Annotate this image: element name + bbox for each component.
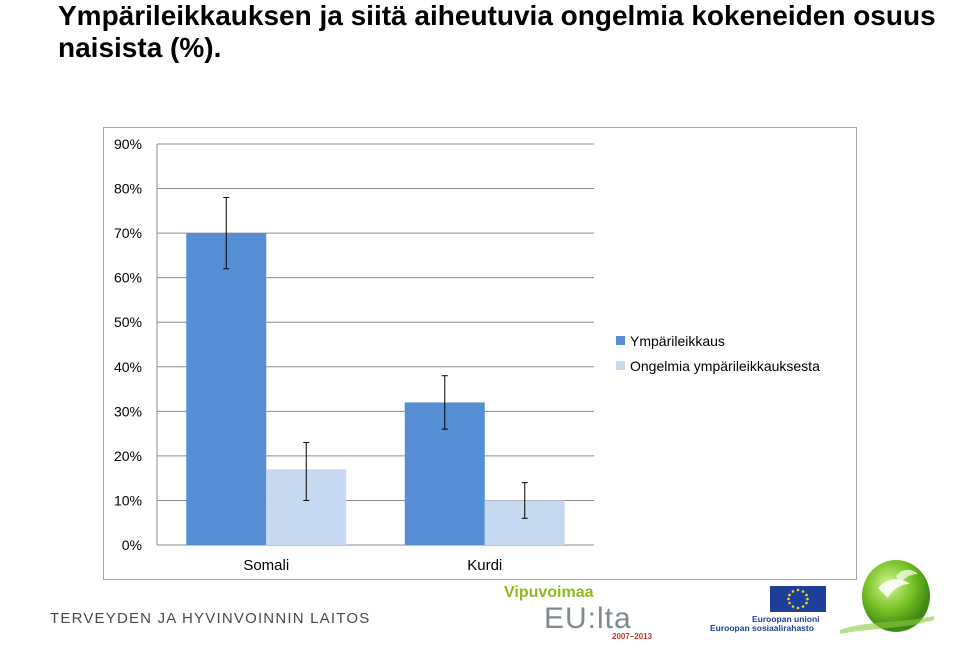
eulta-text: EU:lta (544, 602, 632, 635)
x-category-label: Somali (243, 557, 289, 574)
y-tick-label: 10% (114, 492, 142, 508)
y-tick-label: 60% (114, 270, 142, 286)
legend-label: Ongelmia ympärileikkauksesta (630, 358, 820, 374)
bar (186, 233, 267, 545)
bars-layer (186, 233, 565, 545)
y-tick-label: 70% (114, 225, 142, 241)
y-tick-label: 0% (122, 537, 142, 553)
legend-swatch (616, 336, 625, 345)
x-category-label: Kurdi (467, 557, 502, 574)
legend: Ympärileikkaus Ongelmia ympärileikkaukses… (616, 333, 820, 374)
eu-fund-text: Euroopan sosiaalirahasto (710, 623, 814, 633)
y-tick-label: 40% (114, 359, 142, 375)
y-tick-label: 50% (114, 314, 142, 330)
vipuvoimaa-text: Vipuvoimaa (504, 584, 594, 601)
labels-layer: 0% 10% 20% 30% 40% 50% 60% 70% 80% 90% Somali Kurdi (114, 136, 502, 574)
eu-union-text: Euroopan unioni (752, 614, 820, 624)
institute-name: TERVEYDEN JA HYVINVOINNIN LAITOS (50, 610, 371, 627)
y-tick-label: 20% (114, 448, 142, 464)
legend-swatch (616, 361, 625, 370)
chart-frame: 0% 10% 20% 30% 40% 50% 60% 70% 80% 90% Somali Kurdi… (103, 127, 857, 580)
years-text: 2007–2013 (612, 632, 653, 641)
y-tick-label: 30% (114, 403, 142, 419)
legend-label: Ympärileikkaus (630, 333, 725, 349)
y-tick-label: 80% (114, 181, 142, 197)
vipuvoimaa-logo: Vipuvoimaa EU:lta 2007–2013 (500, 582, 670, 644)
bar-chart: 0% 10% 20% 30% 40% 50% 60% 70% 80% 90% Somali Kurdi… (114, 136, 820, 574)
eu-flag-icon (770, 586, 826, 612)
error-bars-layer (223, 196, 528, 519)
slide-title: Ympärileikkauksen ja siitä aiheutuvia on… (58, 0, 936, 63)
green-orb-logo-icon (838, 550, 936, 648)
y-tick-label: 90% (114, 136, 142, 152)
